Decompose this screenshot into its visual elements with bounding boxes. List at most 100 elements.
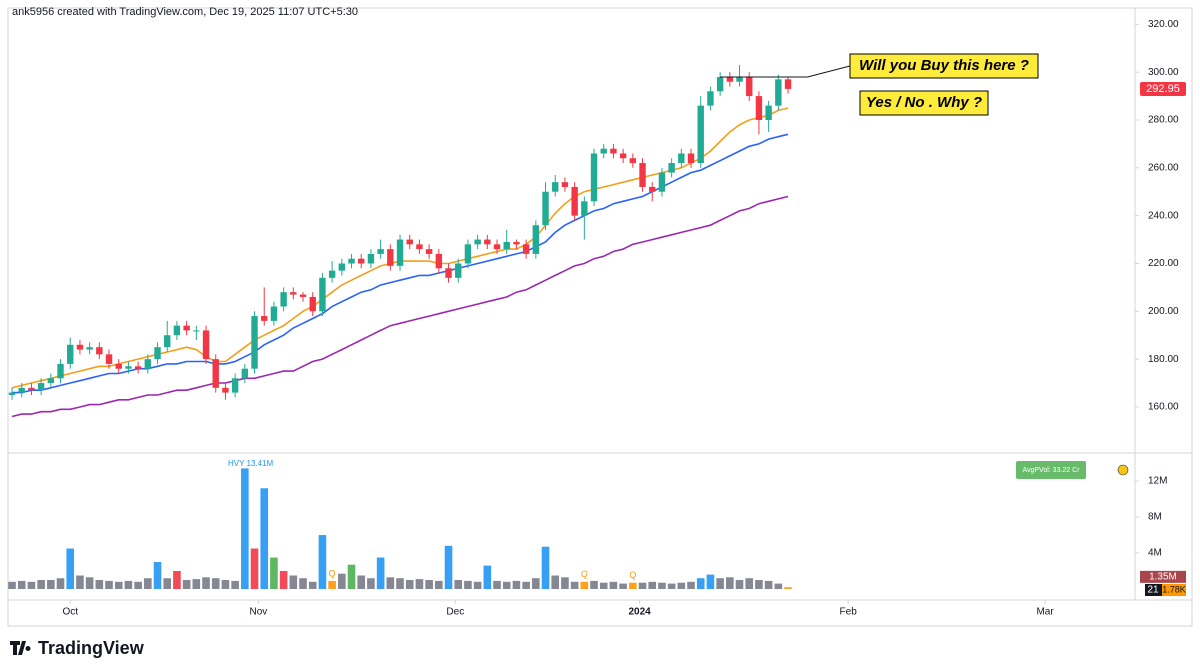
volume-bar [687, 581, 695, 589]
candle-body [687, 153, 695, 164]
candle-body [678, 153, 685, 164]
volume-bar [299, 578, 307, 589]
volume-bar [153, 562, 162, 589]
candle-body [47, 378, 55, 384]
x-tick-label: Feb [840, 607, 858, 618]
candle-body [37, 383, 45, 391]
volume-bar [648, 581, 657, 589]
candle-body [532, 225, 540, 254]
volume-bar [134, 581, 142, 589]
candle-body [406, 239, 413, 245]
y-tick-label: 180.00 [1148, 354, 1179, 365]
candle-body [212, 359, 219, 388]
volume-bar [231, 580, 239, 589]
side-label: 21 [1147, 585, 1159, 596]
volume-bar [425, 580, 433, 589]
volume-bar [124, 580, 133, 589]
candle-body [28, 387, 35, 391]
volume-bar [386, 577, 395, 589]
candle-body [173, 325, 181, 336]
candle-body [755, 96, 763, 120]
hvy-label: HVY 13.41M [228, 459, 274, 468]
volume-bar [318, 535, 327, 589]
volume-bar [745, 578, 754, 589]
candle-body [649, 186, 656, 192]
candle-body [387, 249, 394, 266]
volume-bar [667, 583, 676, 589]
volume-bar [357, 575, 366, 589]
candle-body [513, 241, 520, 245]
candle-body [571, 186, 578, 216]
volume-bar [85, 577, 94, 589]
candle-body [154, 347, 161, 360]
candle-body [716, 76, 724, 92]
y-tick-label: 240.00 [1148, 210, 1179, 221]
candle-body [164, 335, 171, 348]
volume-bar [658, 582, 666, 589]
volume-bar [76, 575, 84, 589]
quarter-mark: Q [581, 569, 588, 579]
volume-bar [532, 578, 540, 589]
candle-body [581, 201, 588, 216]
volume-bar [221, 580, 230, 589]
candle-body [736, 76, 743, 82]
candle-body [348, 258, 355, 264]
volume-bar [17, 580, 26, 589]
moving-average [11, 195, 789, 418]
candle-body [144, 359, 152, 369]
volume-bar [726, 577, 734, 589]
volume-bar [706, 574, 715, 589]
logo-text: TradingView [38, 638, 145, 658]
candle-body [134, 366, 142, 369]
x-tick-label: Nov [250, 607, 268, 618]
candle-body [251, 316, 258, 369]
candle-body [76, 344, 84, 350]
x-tick-label: 2024 [628, 607, 651, 618]
candle-body [338, 263, 346, 271]
x-tick-label: Oct [62, 607, 78, 618]
candle-body [746, 76, 753, 97]
volume-bar [338, 573, 346, 589]
candle-body [328, 270, 336, 278]
volume-tick-label: 12M [1148, 476, 1167, 487]
volume-bar [561, 577, 569, 589]
side-box [1162, 584, 1186, 596]
candle-body [668, 163, 675, 173]
volume-bar [464, 580, 472, 589]
volume-bar [95, 580, 104, 589]
candle-body [590, 153, 598, 202]
volume-bar [66, 548, 75, 589]
volume-bar [367, 578, 375, 589]
volume-bar [105, 580, 113, 589]
candle-body [358, 258, 365, 264]
volume-bar [502, 581, 511, 589]
candle-body [8, 392, 16, 395]
frame [7, 7, 1193, 627]
candle-body [784, 79, 792, 89]
candle-body [377, 249, 384, 254]
candle-body [416, 244, 423, 250]
candle-body [115, 363, 122, 369]
volume-tick-label: 4M [1148, 548, 1162, 559]
volume-bar [211, 578, 220, 589]
volume-bar [144, 578, 152, 589]
candle-body [629, 158, 637, 164]
volume-bar [580, 581, 589, 589]
y-tick-label: 280.00 [1148, 115, 1179, 126]
logo: TradingView [10, 638, 145, 658]
candle-body [290, 292, 297, 295]
volume-bar [56, 578, 65, 589]
volume-bar [289, 575, 298, 589]
callout-pointer [807, 65, 851, 78]
volume-bar [609, 581, 618, 589]
candle-body [105, 354, 113, 364]
candle-body [231, 378, 239, 393]
y-tick-label: 160.00 [1148, 402, 1179, 413]
candle-body [435, 253, 443, 269]
volume-bar [677, 582, 686, 589]
candle-body [86, 347, 93, 350]
candle-body [600, 148, 607, 154]
volume-bar [619, 583, 627, 589]
volume-bar [8, 581, 16, 589]
